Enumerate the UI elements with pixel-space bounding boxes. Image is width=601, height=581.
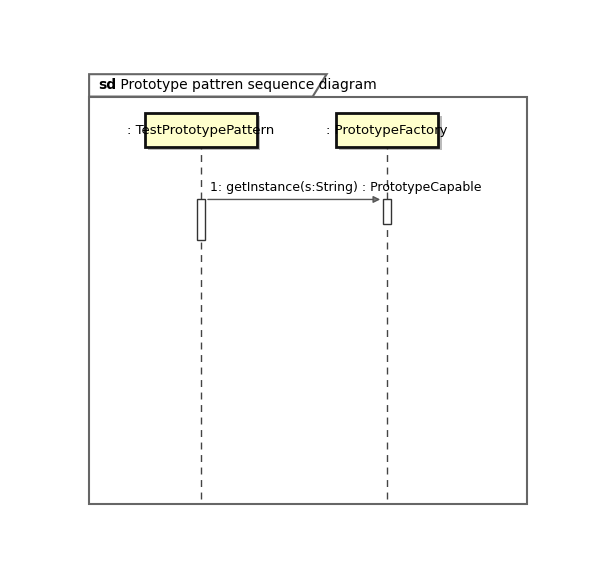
Text: Prototype pattren sequence diagram: Prototype pattren sequence diagram [116, 78, 377, 92]
Bar [148, 116, 260, 150]
Text: : PrototypeFactory: : PrototypeFactory [326, 124, 448, 137]
Bar [197, 199, 205, 240]
Polygon shape [89, 74, 327, 96]
Bar [336, 113, 438, 147]
Bar [339, 116, 442, 150]
Bar [145, 113, 257, 147]
Bar [383, 199, 391, 224]
Text: 1: getInstance(s:String) : PrototypeCapable: 1: getInstance(s:String) : PrototypeCapa… [210, 181, 481, 194]
Text: : TestPrototypePattern: : TestPrototypePattern [127, 124, 275, 137]
Text: sd: sd [99, 78, 117, 92]
